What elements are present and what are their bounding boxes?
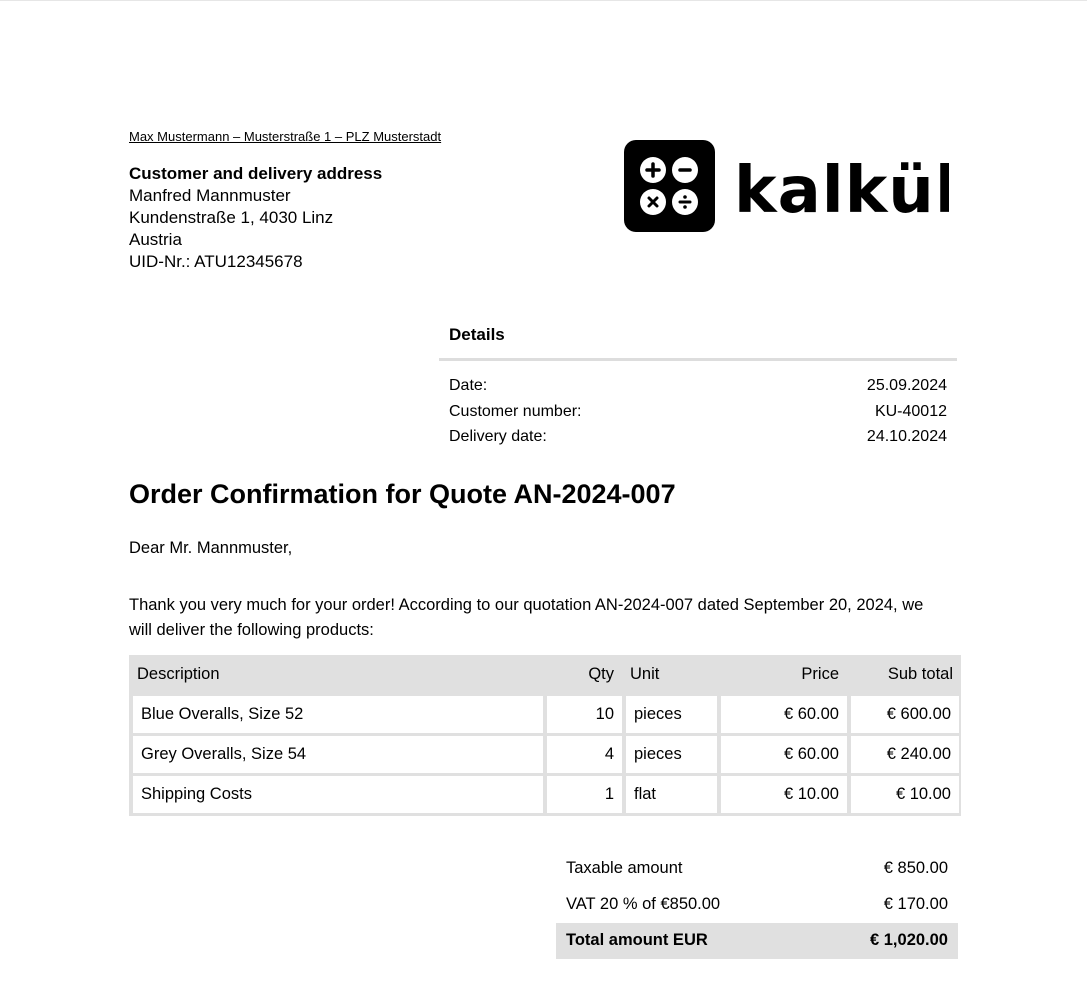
customer-street: Kundenstraße 1, 4030 Linz	[129, 208, 334, 227]
header-description: Description	[137, 664, 220, 683]
customer-vat-id: UID-Nr.: ATU12345678	[129, 252, 303, 271]
details-heading: Details	[439, 325, 957, 361]
detail-row-date: Date: 25.09.2024	[449, 377, 947, 394]
table-header: Description Qty Unit Price Sub total	[129, 655, 961, 693]
sender-line: Max Mustermann – Musterstraße 1 – PLZ Mu…	[129, 129, 442, 144]
detail-row-delivery-date: Delivery date: 24.10.2024	[449, 428, 947, 445]
vat-row: VAT 20 % of €850.00 € 170.00	[566, 895, 948, 913]
header-subtotal: Sub total	[887, 664, 953, 683]
detail-row-customer-number: Customer number: KU-40012	[449, 402, 947, 420]
calculator-operators-icon	[624, 140, 715, 232]
table-row: Shipping Costs 1 flat € 10.00 € 10.00	[129, 773, 961, 816]
details-panel: Details Date: 25.09.2024 Customer number:…	[439, 325, 957, 450]
header-qty: Qty	[588, 664, 614, 683]
table-row: Grey Overalls, Size 54 4 pieces € 60.00 € 24…	[129, 733, 961, 773]
header-price: Price	[801, 664, 839, 683]
logo-text: kalkül	[734, 154, 949, 228]
greeting: Dear Mr. Mannmuster,	[129, 539, 293, 557]
document-title: Order Confirmation for Quote AN-2024-007	[129, 479, 676, 509]
customer-country: Austria	[129, 230, 182, 249]
header-unit: Unit	[630, 664, 660, 683]
kalkul-logo: kalkül	[624, 140, 949, 232]
customer-address: Customer and delivery address Manfred Ma…	[129, 163, 382, 273]
items-table: Description Qty Unit Price Sub total Blu…	[129, 655, 961, 816]
intro-text: Thank you very much for your order! Acco…	[129, 596, 924, 639]
total-amount-row: Total amount EUR € 1,020.00	[556, 923, 958, 959]
totals-block: Taxable amount € 850.00 VAT 20 % of €850.…	[556, 851, 958, 959]
customer-name: Manfred Mannmuster	[129, 186, 291, 205]
table-row: Blue Overalls, Size 52 10 pieces € 60.00 € 6…	[129, 693, 961, 733]
taxable-amount-row: Taxable amount € 850.00	[566, 859, 948, 877]
address-heading: Customer and delivery address	[129, 164, 383, 183]
